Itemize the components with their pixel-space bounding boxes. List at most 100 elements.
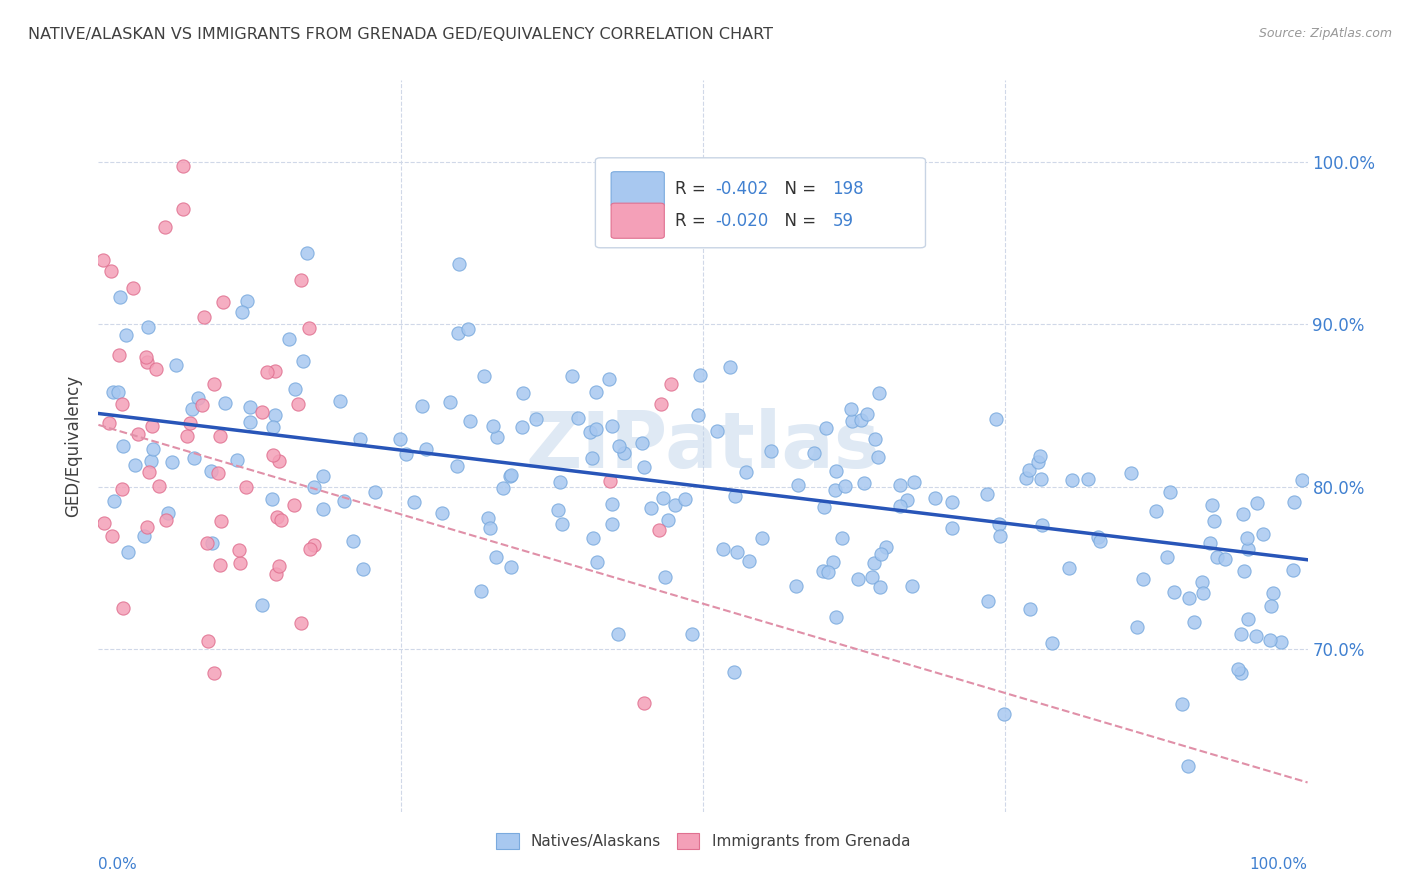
FancyBboxPatch shape — [612, 203, 664, 238]
Point — [1132, 572, 1154, 586]
Point — [1029, 449, 1052, 463]
Text: Source: ZipAtlas.com: Source: ZipAtlas.com — [1258, 27, 1392, 40]
Point — [725, 545, 748, 559]
Point — [1236, 531, 1258, 545]
Point — [821, 555, 844, 569]
Text: ZIPatlas: ZIPatlas — [526, 408, 880, 484]
Point — [191, 398, 214, 412]
Point — [157, 506, 180, 520]
Point — [239, 415, 262, 429]
Point — [688, 408, 710, 422]
Point — [299, 541, 322, 556]
Point — [183, 450, 205, 465]
Point — [283, 498, 305, 512]
Point — [136, 519, 159, 533]
Point — [124, 458, 146, 472]
Point — [262, 448, 284, 462]
Point — [1018, 463, 1040, 477]
Point — [1031, 472, 1053, 486]
Point — [226, 453, 249, 467]
Point — [1201, 498, 1223, 512]
Point — [787, 477, 810, 491]
Point — [831, 531, 853, 545]
Point — [501, 468, 523, 483]
Point — [1177, 759, 1199, 773]
Point — [256, 365, 278, 379]
Point — [1199, 536, 1222, 550]
Point — [180, 401, 202, 416]
Point — [266, 509, 288, 524]
Point — [107, 384, 129, 399]
Point — [287, 396, 309, 410]
Point — [751, 531, 773, 545]
Point — [269, 559, 291, 574]
Point — [824, 483, 846, 498]
Point — [111, 483, 134, 497]
Point — [1226, 662, 1249, 676]
Point — [860, 570, 883, 584]
Point — [446, 459, 468, 474]
Point — [1236, 612, 1258, 626]
Point — [941, 495, 963, 509]
Point — [201, 535, 224, 549]
Point — [270, 513, 292, 527]
Point — [868, 450, 890, 464]
Point — [1026, 455, 1049, 469]
Point — [132, 529, 155, 543]
Point — [165, 358, 187, 372]
Point — [172, 159, 194, 173]
Point — [839, 402, 862, 417]
Text: 59: 59 — [832, 211, 853, 230]
Point — [706, 424, 728, 438]
Point — [97, 416, 120, 430]
Point — [1246, 496, 1268, 510]
Point — [138, 465, 160, 479]
Point — [1206, 550, 1229, 565]
Point — [1260, 599, 1282, 613]
Point — [312, 502, 335, 516]
Point — [262, 492, 284, 507]
Point — [207, 467, 229, 481]
Point — [664, 498, 686, 512]
Point — [1270, 634, 1292, 648]
Point — [136, 355, 159, 369]
Point — [160, 454, 183, 468]
Point — [458, 414, 481, 428]
Point — [141, 418, 163, 433]
Point — [449, 257, 471, 271]
Point — [550, 475, 572, 489]
Point — [868, 386, 890, 401]
Point — [986, 412, 1008, 426]
Point — [813, 500, 835, 515]
Point — [302, 480, 325, 494]
Point — [633, 460, 655, 475]
Point — [602, 497, 624, 511]
Point — [93, 252, 115, 267]
Point — [195, 536, 218, 550]
Point — [155, 513, 177, 527]
Point — [1090, 533, 1112, 548]
Point — [501, 560, 523, 574]
Point — [1019, 602, 1042, 616]
Point — [651, 491, 673, 505]
Point — [111, 600, 134, 615]
Point — [388, 433, 411, 447]
Point — [1062, 474, 1084, 488]
Point — [723, 489, 745, 503]
Point — [250, 598, 273, 612]
Text: N =: N = — [775, 180, 821, 198]
Point — [477, 511, 499, 525]
Point — [862, 556, 884, 570]
Point — [613, 446, 636, 460]
Point — [738, 554, 761, 568]
Point — [903, 475, 925, 490]
Point — [472, 368, 495, 383]
Point — [976, 487, 998, 501]
FancyBboxPatch shape — [612, 171, 664, 207]
Point — [711, 541, 734, 556]
Point — [1015, 471, 1038, 485]
Point — [439, 395, 461, 409]
Point — [470, 584, 492, 599]
Point — [485, 549, 508, 564]
Point — [499, 469, 522, 483]
